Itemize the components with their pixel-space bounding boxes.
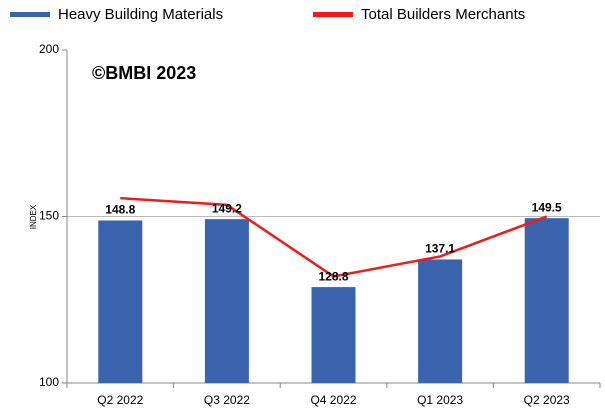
data-label: 149.5: [532, 200, 562, 214]
bar: [204, 219, 249, 383]
legend-label: Total Builders Merchants: [361, 6, 525, 23]
line: [120, 196, 548, 278]
y-tick-label: 200: [39, 42, 59, 56]
legend-swatch: [313, 12, 353, 17]
annotation: ©BMBI 2023: [92, 63, 196, 83]
legend-label: Heavy Building Materials: [58, 6, 223, 23]
data-label: 137.1: [425, 242, 455, 256]
y-tick-label: 100: [39, 375, 59, 389]
y-tick-label: 150: [39, 209, 59, 223]
x-tick-label: Q1 2023: [417, 393, 463, 407]
bar: [98, 220, 143, 383]
bar: [311, 287, 356, 383]
data-label: 149.2: [212, 201, 242, 215]
bar: [418, 259, 463, 383]
data-label: 128.8: [318, 269, 348, 283]
y-axis-label: INDEX: [29, 204, 38, 229]
data-label: 148.8: [105, 203, 135, 217]
bar: [524, 218, 569, 383]
legend-swatch: [10, 12, 50, 17]
x-tick-label: Q2 2022: [97, 393, 143, 407]
x-tick-label: Q2 2023: [524, 393, 570, 407]
x-tick-label: Q3 2022: [204, 393, 250, 407]
x-tick-label: Q4 2022: [310, 393, 356, 407]
